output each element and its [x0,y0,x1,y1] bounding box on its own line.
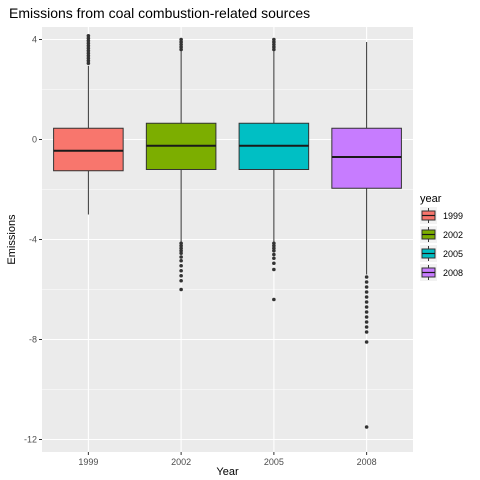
outlier-point [272,37,276,42]
y-tick-label: -12 [24,435,37,445]
outlier-point [179,37,183,42]
outlier-point [179,251,183,256]
x-axis: 1999 2002 2005 2008 [78,452,377,467]
outlier-point [364,425,369,429]
outlier-point [272,256,276,261]
outlier-point [364,330,369,334]
y-tick-label: 4 [32,35,37,45]
outlier-point [364,320,369,324]
outlier-point [272,246,276,251]
plot-panel [42,27,413,452]
outlier-point [86,56,91,61]
outlier-point [179,287,183,292]
outlier-point [179,45,183,49]
outlier-point [179,258,183,263]
outlier-point [364,300,369,304]
legend-label: 2005 [443,249,463,259]
x-tick-label: 1999 [78,457,98,467]
outlier-point [364,280,369,284]
x-tick-label: 2002 [171,457,191,467]
outlier-point [364,290,369,294]
box-group-2008 [331,42,402,429]
outlier-point [272,40,276,44]
outlier-point [272,297,276,302]
outlier-point [272,47,276,52]
box-group-2002 [145,37,217,292]
outlier-point [272,252,276,257]
box-group-1999 [53,33,124,215]
outlier-point [86,53,91,58]
y-axis-title: Emissions [6,214,18,265]
outlier-point [86,36,91,41]
outlier-point [272,248,276,253]
outlier-point [272,267,276,272]
outlier-point [86,41,91,46]
legend-label: 2008 [443,268,463,278]
outlier-point [364,340,369,344]
outlier-point [272,243,276,248]
outlier-point [364,305,369,309]
outlier-point [179,278,183,283]
y-axis: -12 -8 -4 0 4 [24,35,42,445]
box-group-2005 [238,37,310,302]
legend-item-2008: 2008 [420,264,463,281]
y-tick-label: 0 [32,135,37,145]
outlier-point [272,241,276,246]
outlier-point [86,61,91,66]
outlier-point [272,45,276,49]
legend-title: year [420,193,442,205]
legend: year 1999 2002 2005 2008 [420,193,463,281]
outlier-point [364,310,369,314]
outlier-point [179,42,183,47]
outlier-point [179,273,183,278]
outlier-point [179,263,183,268]
outlier-point [272,261,276,266]
y-tick-label: -4 [29,235,37,245]
outlier-point [364,315,369,319]
outlier-point [86,38,91,43]
outlier-point [86,58,91,63]
x-tick-label: 2005 [264,457,284,467]
legend-label: 2002 [443,230,463,240]
outlier-point [179,241,183,246]
outlier-point [179,47,183,52]
box [331,127,402,189]
outlier-point [179,248,183,253]
x-axis-title: Year [216,466,239,478]
legend-item-1999: 1999 [420,207,463,224]
legend-item-2005: 2005 [420,245,463,262]
outlier-point [179,243,183,248]
boxes-layer [53,33,402,429]
outlier-point [272,42,276,47]
legend-label: 1999 [443,211,463,221]
outlier-point [364,275,369,279]
outlier-point [179,255,183,259]
chart-title: Emissions from coal combustion-related s… [9,5,310,21]
outlier-point [364,325,369,329]
outlier-point [86,48,91,53]
box [53,127,124,172]
outlier-point [86,33,91,38]
legend-item-2002: 2002 [420,226,463,243]
y-tick-label: -8 [29,335,37,345]
outlier-point [179,40,183,44]
x-tick-label: 2008 [357,457,377,467]
outlier-point [179,246,183,251]
outlier-point [86,51,91,56]
outlier-point [364,295,369,299]
outlier-point [86,43,91,48]
outlier-point [364,285,369,289]
outlier-point [179,268,183,273]
outlier-point [86,46,91,51]
